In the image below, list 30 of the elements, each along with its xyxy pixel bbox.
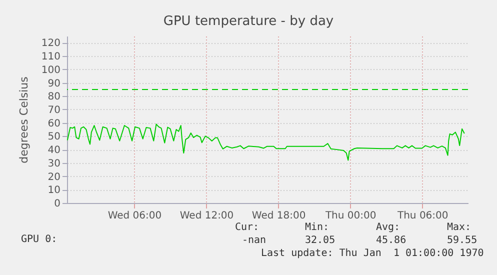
text: -nan [242, 235, 266, 246]
chart-title: GPU temperature - by day [163, 14, 334, 29]
y-tick-label: 0 [54, 198, 60, 210]
text: Last update: Thu Jan 1 01:00:00 1970 [261, 248, 484, 259]
y-tick-label: 40 [48, 145, 60, 156]
y-tick-label: 100 [41, 64, 60, 76]
y-tick-label: 60 [48, 118, 60, 130]
y-axis-title: degrees Celsius [17, 76, 30, 164]
x-tick-label: Wed 18:00 [252, 210, 306, 222]
y-tick-label: 70 [48, 104, 60, 116]
y-tick-label: 20 [48, 172, 60, 183]
text: Avg: [376, 222, 400, 233]
text: Cur: [235, 222, 260, 233]
y-tick-label: 110 [41, 52, 60, 63]
text: 32.05 [305, 235, 336, 246]
y-tick-label: 10 [48, 185, 60, 196]
y-tick-label: 80 [48, 92, 60, 103]
x-tick-label: Wed 06:00 [108, 210, 162, 222]
y-tick-label: 90 [48, 78, 60, 90]
y-tick-label: 30 [48, 158, 60, 170]
text: 45.86 [376, 235, 406, 246]
text: Max: [447, 222, 472, 233]
y-tick-label: 120 [41, 38, 60, 50]
text: 59.55 [447, 235, 478, 246]
x-tick-label: Wed 12:00 [180, 210, 234, 222]
y-tick-label: 50 [48, 132, 60, 143]
text: Min: [305, 222, 330, 233]
text: GPU 0: [21, 234, 58, 245]
x-tick-label: Thu 00:00 [324, 210, 376, 222]
x-tick-label: Thu 06:00 [396, 210, 448, 222]
